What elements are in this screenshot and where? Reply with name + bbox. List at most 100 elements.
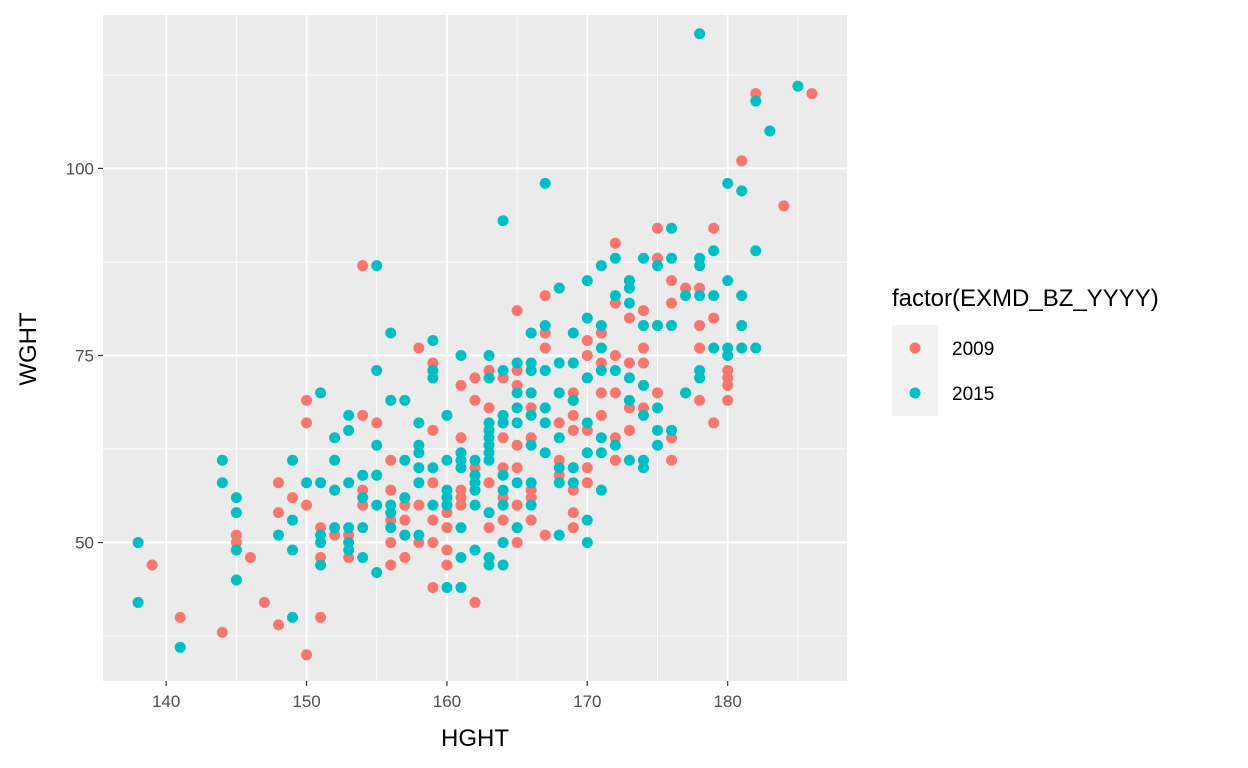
y-tick-label: 50 <box>75 534 94 553</box>
data-point <box>371 499 383 511</box>
data-point <box>329 432 341 444</box>
data-point <box>511 537 523 549</box>
data-point <box>455 581 467 593</box>
data-point <box>371 260 383 272</box>
data-point <box>174 641 186 653</box>
data-point <box>511 387 523 399</box>
data-point <box>553 477 565 489</box>
data-point <box>483 477 495 489</box>
data-point <box>385 507 397 519</box>
data-point <box>525 409 537 421</box>
data-point <box>357 552 369 564</box>
data-point <box>132 537 144 549</box>
data-point <box>455 432 467 444</box>
data-point <box>329 522 341 534</box>
data-point <box>511 417 523 429</box>
data-point <box>595 342 607 354</box>
data-point <box>581 372 593 384</box>
x-tick-label: 140 <box>152 692 180 711</box>
data-point <box>651 424 663 436</box>
data-point <box>357 260 369 272</box>
data-point <box>469 484 481 496</box>
data-point <box>623 297 635 309</box>
data-point <box>132 596 144 608</box>
data-point <box>567 507 579 519</box>
data-point <box>483 349 495 361</box>
data-point <box>694 342 706 354</box>
y-tick-label: 75 <box>75 346 94 365</box>
data-point <box>511 305 523 317</box>
data-point <box>708 342 720 354</box>
plot-panel <box>103 15 847 681</box>
data-point <box>595 447 607 459</box>
data-point <box>553 387 565 399</box>
data-point <box>427 372 439 384</box>
data-point <box>539 529 551 541</box>
data-point <box>455 462 467 474</box>
data-point <box>427 477 439 489</box>
data-point <box>357 492 369 504</box>
data-point <box>315 559 327 571</box>
data-point <box>525 387 537 399</box>
data-point <box>525 477 537 489</box>
data-point <box>666 454 678 466</box>
data-point <box>301 394 313 406</box>
data-point <box>455 522 467 534</box>
data-point <box>806 88 818 100</box>
data-point <box>385 454 397 466</box>
data-point <box>413 447 425 459</box>
data-point <box>525 439 537 451</box>
data-point <box>244 552 256 564</box>
data-point <box>651 439 663 451</box>
data-point <box>581 312 593 324</box>
data-point <box>301 649 313 661</box>
data-point <box>287 454 299 466</box>
data-point <box>371 469 383 481</box>
data-point <box>539 290 551 302</box>
data-point <box>371 566 383 578</box>
data-point <box>357 409 369 421</box>
data-point <box>553 357 565 369</box>
data-point <box>651 402 663 414</box>
data-point <box>343 424 355 436</box>
data-point <box>694 290 706 302</box>
data-point <box>301 417 313 429</box>
data-point <box>680 290 692 302</box>
data-point <box>385 522 397 534</box>
data-point <box>441 544 453 556</box>
data-point <box>595 364 607 376</box>
data-point <box>609 454 621 466</box>
data-point <box>441 559 453 571</box>
data-point <box>525 499 537 511</box>
data-point <box>778 200 790 212</box>
data-point <box>567 357 579 369</box>
data-point <box>497 432 509 444</box>
data-point <box>581 462 593 474</box>
data-point <box>595 409 607 421</box>
y-axis-title: WGHT <box>15 312 42 386</box>
data-point <box>609 252 621 264</box>
data-point <box>329 454 341 466</box>
data-points <box>132 28 818 661</box>
data-point <box>736 155 748 167</box>
data-point <box>623 454 635 466</box>
data-point <box>567 409 579 421</box>
data-point <box>567 477 579 489</box>
data-point <box>694 260 706 272</box>
data-point <box>511 402 523 414</box>
data-point <box>666 320 678 332</box>
data-point <box>722 275 734 287</box>
data-point <box>455 349 467 361</box>
data-point <box>581 477 593 489</box>
data-point <box>497 514 509 526</box>
data-point <box>413 529 425 541</box>
x-tick-label: 150 <box>292 692 320 711</box>
data-point <box>441 454 453 466</box>
data-point <box>329 484 341 496</box>
data-point <box>385 537 397 549</box>
data-point <box>637 305 649 317</box>
data-point <box>736 320 748 332</box>
data-point <box>708 417 720 429</box>
data-point <box>413 417 425 429</box>
data-point <box>539 447 551 459</box>
